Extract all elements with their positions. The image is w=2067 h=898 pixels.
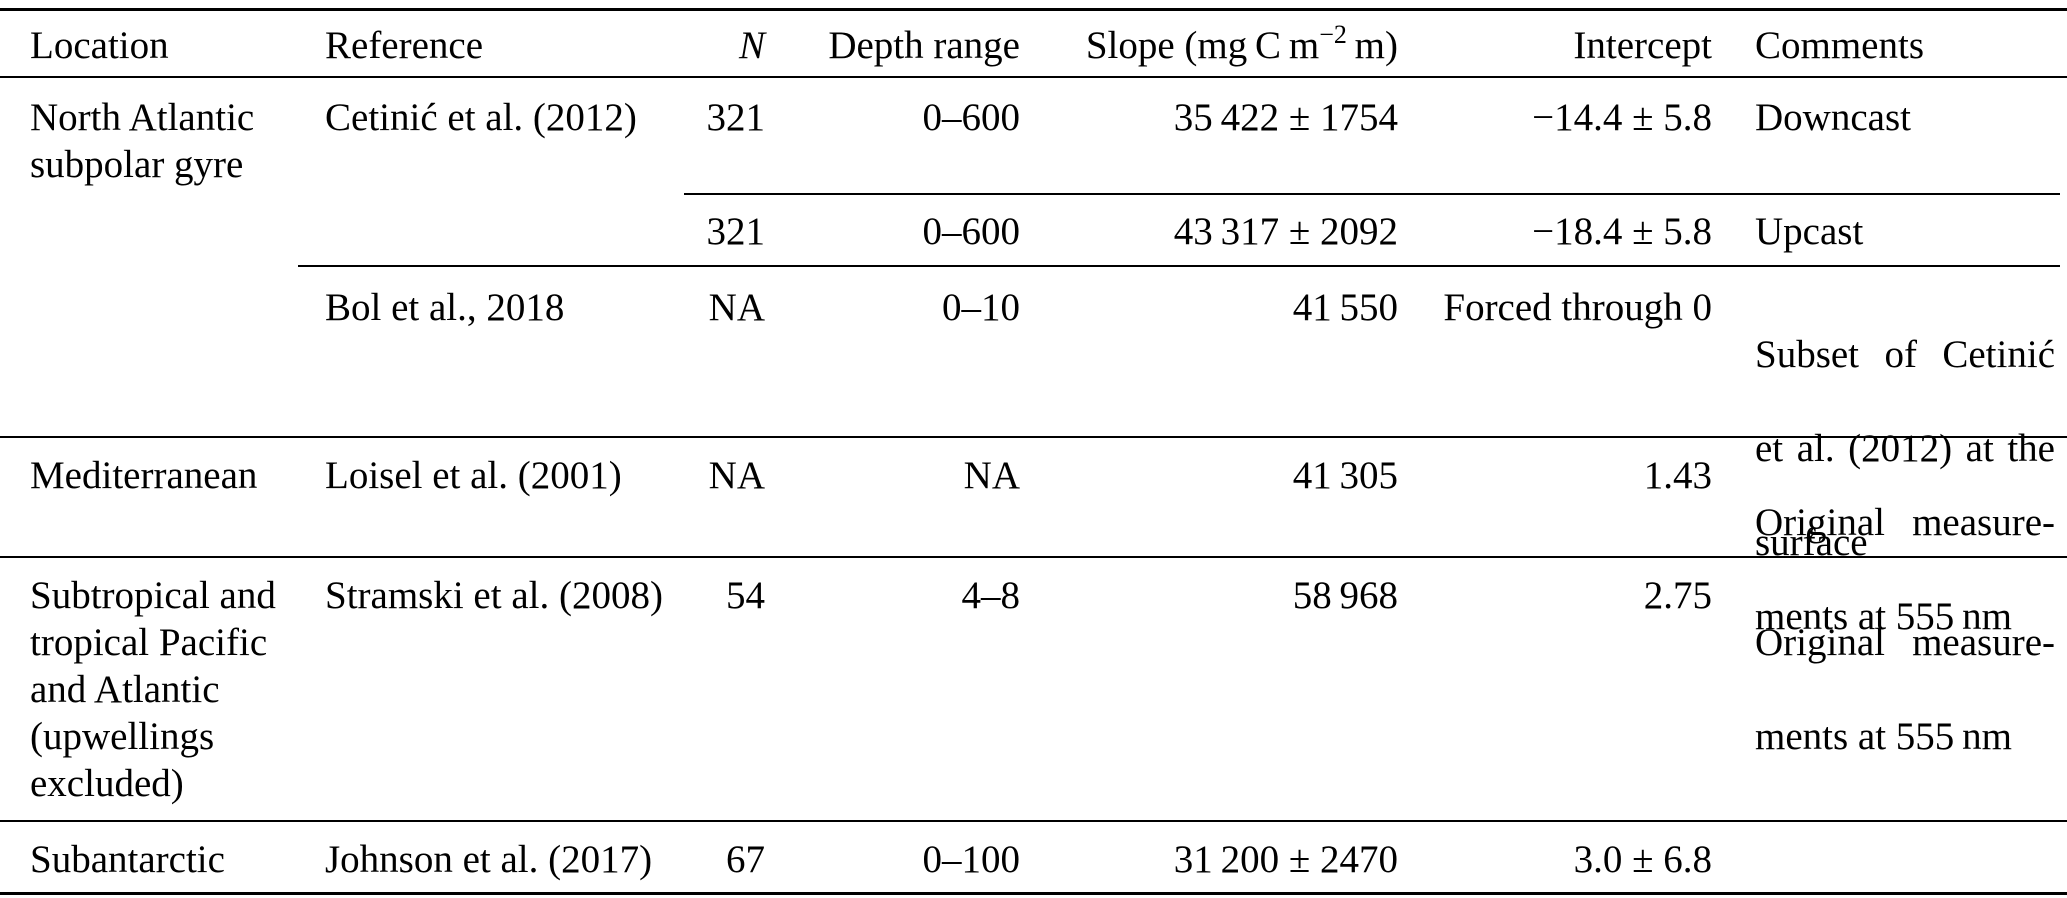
cell-n: 67 <box>726 838 765 881</box>
cell-n: 321 <box>706 210 766 253</box>
header-slope-pre: Slope (mg C m <box>1085 24 1320 67</box>
comment-line: Subset of Cetinić <box>1755 333 2055 376</box>
cell-n: NA <box>708 286 765 329</box>
rule-above-subantarctic <box>0 820 2067 822</box>
cell-depth-range: 4–8 <box>961 574 1021 617</box>
cell-depth-range: NA <box>963 454 1020 497</box>
cell-depth-range: 0–100 <box>922 838 1021 881</box>
cell-slope: 58 968 <box>1292 574 1398 617</box>
cell-reference: Bol et al., 2018 <box>325 286 565 329</box>
cell-location: Subantarctic <box>30 838 225 881</box>
cell-location: Subtropical and tropical Pacific and Atl… <box>30 574 276 805</box>
rule-above-mediterranean <box>0 436 2067 438</box>
comment-line: ments at 555 nm <box>1755 715 2012 758</box>
cell-intercept: 2.75 <box>1643 574 1712 617</box>
cell-comments: Subset of Cetinić et al. (2012) at the s… <box>1755 284 2055 613</box>
rule-top <box>0 8 2067 11</box>
header-reference: Reference <box>325 24 484 67</box>
rule-bottom <box>0 892 2067 895</box>
cell-reference: Johnson et al. (2017) <box>325 838 653 881</box>
cell-slope: 35 422 ± 1754 <box>1173 96 1398 139</box>
cell-comments: Upcast <box>1755 210 1864 253</box>
cell-reference: Cetinić et al. (2012) <box>325 96 637 139</box>
cell-reference: Stramski et al. (2008) <box>325 574 663 617</box>
comment-line: surface <box>1755 521 1868 564</box>
rule-mid-upcast-bol <box>298 265 2060 267</box>
cell-location: Mediterranean <box>30 454 258 497</box>
cell-reference: Loisel et al. (2001) <box>325 454 622 497</box>
cell-comments: Original measure- ments at 555 nm <box>1755 452 2055 687</box>
comment-line: ments at 555 nm <box>1755 595 2012 638</box>
header-n: N <box>738 24 765 67</box>
rule-above-subtropical <box>0 556 2067 558</box>
cell-intercept: −14.4 ± 5.8 <box>1532 96 1712 139</box>
cell-intercept: 3.0 ± 6.8 <box>1573 838 1712 881</box>
header-slope-superscript: −2 <box>1319 20 1347 49</box>
header-depth-range: Depth range <box>828 24 1020 67</box>
cell-n: 54 <box>726 574 765 617</box>
header-location: Location <box>30 24 169 67</box>
cell-comments: Original measure- ments at 555 nm <box>1755 572 2055 807</box>
cell-n: 321 <box>706 96 766 139</box>
cell-intercept: Forced through 0 <box>1443 286 1712 329</box>
header-intercept: Intercept <box>1573 24 1712 67</box>
header-slope: Slope (mg C m−2 m) <box>1040 20 1398 73</box>
cell-intercept: 1.43 <box>1643 454 1712 497</box>
cell-comments: Downcast <box>1755 96 1911 139</box>
cell-depth-range: 0–600 <box>922 96 1021 139</box>
cell-n: NA <box>708 454 765 497</box>
cell-slope: 41 305 <box>1292 454 1398 497</box>
cell-depth-range: 0–10 <box>942 286 1020 329</box>
rule-header-bottom <box>0 76 2067 78</box>
rule-mid-downcast-upcast <box>684 193 2060 195</box>
cell-intercept: −18.4 ± 5.8 <box>1532 210 1712 253</box>
cell-slope: 43 317 ± 2092 <box>1173 210 1398 253</box>
cell-depth-range: 0–600 <box>922 210 1021 253</box>
comment-line: et al. (2012) at the <box>1755 427 2055 470</box>
cell-slope: 31 200 ± 2470 <box>1173 838 1398 881</box>
header-comments: Comments <box>1755 24 1925 67</box>
cell-slope: 41 550 <box>1292 286 1398 329</box>
cell-location: North Atlantic subpolar gyre <box>30 96 255 186</box>
comment-line: Original measure- <box>1755 501 2055 544</box>
header-slope-post: m) <box>1346 24 1398 67</box>
comment-line: Original measure- <box>1755 621 2055 664</box>
